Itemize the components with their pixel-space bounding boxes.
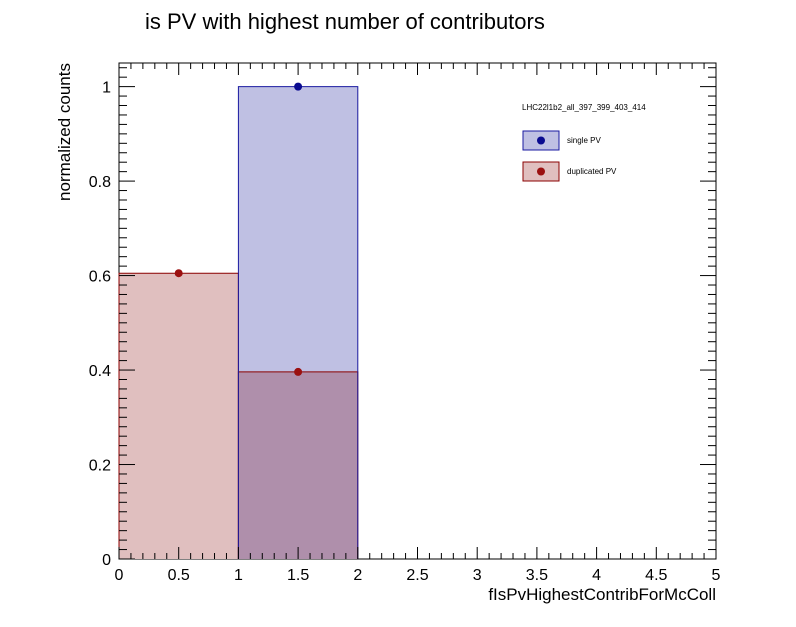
legend-marker [537, 136, 545, 145]
bar-overlap [238, 371, 358, 559]
x-tick-label: 2 [353, 567, 362, 584]
legend-marker [537, 167, 545, 176]
y-axis-label: normalized counts [55, 63, 74, 201]
data-point-duplicated-pv [294, 367, 303, 376]
x-tick-label: 3.5 [526, 567, 548, 584]
x-tick-label: 1.5 [287, 567, 309, 584]
plot-area: 0 0.5 1 1.5 2 2.5 3 3.5 4 4.5 5 0 0.2 0.4 0.6 0.8 1 [89, 62, 721, 584]
legend-entries: single PV duplicated PV [522, 130, 617, 182]
chart-title: is PV with highest number of contributor… [145, 9, 545, 34]
legend-header: LHC22l1b2_all_397_399_403_414 [522, 103, 646, 112]
x-tick-label: 4 [592, 567, 601, 584]
y-tick-label: 0.4 [89, 363, 111, 380]
data-point-duplicated-pv [174, 269, 183, 278]
x-tick-label: 1 [234, 567, 243, 584]
y-tick-label: 0.6 [89, 269, 111, 286]
x-tick-label: 0 [115, 567, 124, 584]
y-tick-label: 0.8 [89, 174, 111, 191]
x-tick-label: 3 [473, 567, 482, 584]
y-tick-label: 0 [102, 552, 111, 569]
y-tick-label: 0.2 [89, 458, 111, 475]
bar-duplicated-pv [119, 273, 239, 559]
x-tick-label: 4.5 [645, 567, 667, 584]
x-tick-label: 0.5 [168, 567, 190, 584]
x-axis-label: fIsPvHighestContribForMcColl [488, 585, 716, 604]
legend-label: duplicated PV [567, 167, 617, 176]
data-point-single-pv [294, 82, 303, 91]
y-tick-label: 1 [102, 80, 111, 97]
x-tick-label: 5 [712, 567, 721, 584]
x-tick-label: 2.5 [406, 567, 428, 584]
legend-label: single PV [567, 136, 601, 145]
legend: LHC22l1b2_all_397_399_403_414 single PV d… [522, 103, 646, 182]
